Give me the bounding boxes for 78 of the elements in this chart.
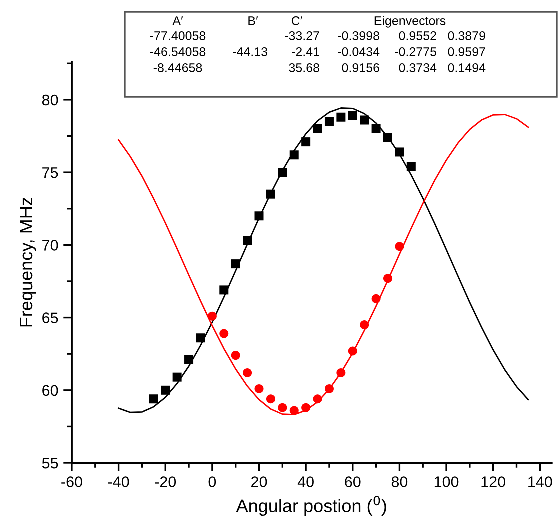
text: B′: [248, 16, 258, 26]
point: [336, 368, 346, 378]
x-tick-label: 20: [252, 476, 268, 488]
point: [360, 320, 370, 330]
point: [348, 346, 358, 356]
point: [266, 394, 276, 404]
point: [348, 111, 358, 120]
x-tick-label: 140: [528, 476, 552, 488]
y-tick-label: 75: [42, 168, 58, 178]
text: -2.41: [292, 48, 320, 56]
point: [278, 168, 288, 178]
text: -33.27: [285, 32, 320, 40]
point: [149, 394, 158, 404]
point: [161, 386, 170, 395]
point: [324, 384, 334, 394]
x-tick-label: -60: [62, 476, 82, 488]
x-tick-label: 100: [434, 476, 459, 488]
point: [278, 403, 288, 412]
text: 0.9597: [448, 48, 486, 56]
point: [231, 260, 240, 269]
text: 0.9552: [399, 32, 436, 40]
point: [336, 112, 346, 122]
point: [172, 372, 182, 382]
point: [384, 274, 392, 284]
point: [254, 384, 264, 394]
y-tick-label: 55: [42, 458, 58, 469]
point: [243, 236, 252, 246]
point: [372, 294, 381, 304]
x-tick-label: 40: [298, 476, 314, 488]
y-axis-title: Frequency, MHz: [20, 198, 36, 327]
point: [302, 403, 311, 412]
text: -44.13: [233, 48, 268, 56]
point: [184, 355, 194, 364]
x-axis-title: Angular postion ($^{0}$): [236, 496, 386, 516]
point: [266, 190, 276, 199]
point: [220, 329, 229, 338]
annotation: 0.1494: [448, 64, 486, 72]
point: [313, 124, 322, 134]
point: [395, 148, 404, 157]
point: [208, 312, 217, 321]
y-tick-label: 70: [42, 240, 58, 251]
point: [290, 406, 299, 416]
y-tick-label: 60: [42, 385, 58, 396]
point: [372, 124, 381, 134]
annotation: 0.9156: [342, 64, 380, 72]
text: -77.40058: [150, 32, 206, 40]
annotation: 0.3734: [399, 64, 437, 72]
x-tick-label: 80: [392, 476, 408, 488]
text: C′: [292, 16, 302, 26]
point: [324, 117, 334, 126]
point: [196, 334, 206, 343]
y-tick-label: 80: [42, 94, 58, 106]
text: A′: [172, 16, 184, 26]
text: -46.54058: [150, 48, 206, 56]
point: [302, 138, 311, 147]
point: [406, 162, 416, 172]
text: -0.0434: [338, 48, 380, 56]
annotation: -8.44658: [154, 64, 202, 72]
point: [254, 212, 264, 221]
point: [384, 133, 392, 142]
x-tick-label: 60: [345, 476, 361, 488]
text: 0.3879: [448, 32, 486, 40]
text: -0.2775: [395, 48, 436, 56]
x-tick-label: 120: [482, 476, 506, 488]
y-tick-label: 65: [42, 312, 58, 324]
point: [220, 286, 229, 295]
x-tick-label: -40: [108, 476, 130, 488]
point: [313, 394, 322, 404]
point: [395, 242, 404, 252]
x-tick-label: -20: [155, 476, 176, 488]
point: [231, 351, 240, 360]
annotation: 35.68: [289, 64, 320, 72]
point: [360, 116, 370, 125]
point: [290, 150, 299, 160]
point: [243, 368, 252, 378]
text: Eigenvectors: [374, 16, 446, 28]
x-tick-label: 0: [208, 476, 216, 488]
text: -0.3998: [338, 32, 380, 40]
